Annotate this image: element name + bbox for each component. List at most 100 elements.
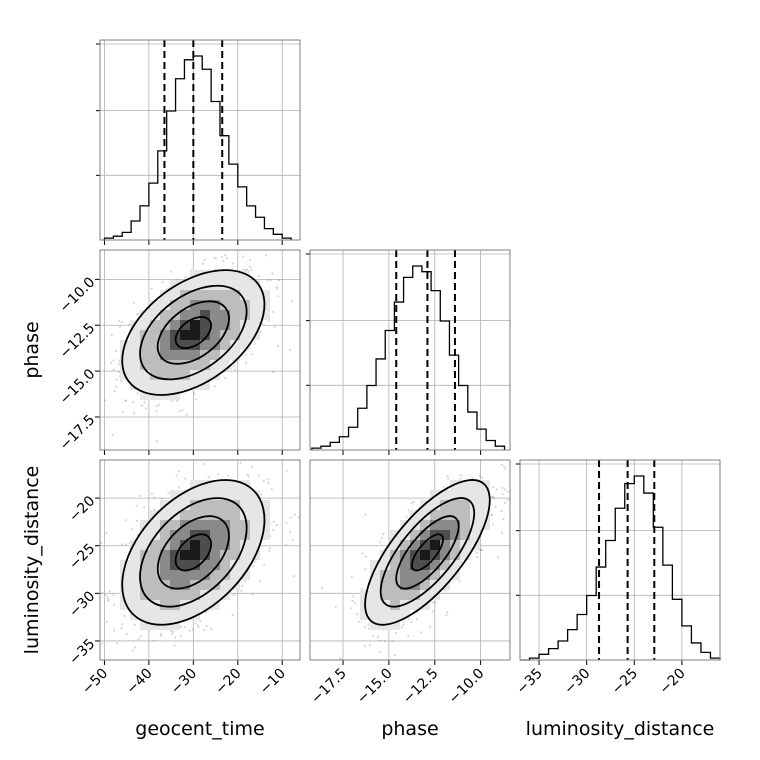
density-cell-1 bbox=[150, 360, 160, 370]
density-cell-1 bbox=[150, 370, 160, 380]
xtick-label: −25 bbox=[609, 666, 641, 698]
density-cell-2 bbox=[410, 570, 420, 580]
sample-point bbox=[266, 279, 269, 282]
axis-frame bbox=[309, 249, 511, 451]
sample-point bbox=[407, 509, 410, 512]
sample-point bbox=[471, 476, 474, 480]
sample-point bbox=[267, 478, 270, 481]
sample-point bbox=[289, 348, 292, 351]
density-cell-1 bbox=[220, 510, 230, 520]
sample-point bbox=[231, 613, 234, 617]
density-cell-0 bbox=[250, 320, 260, 330]
density-cell-2 bbox=[190, 570, 200, 580]
sample-point bbox=[480, 548, 483, 552]
sample-point bbox=[292, 575, 296, 578]
density-cell-3 bbox=[180, 560, 190, 570]
density-cell-2 bbox=[400, 570, 410, 580]
density-cell-3 bbox=[200, 310, 210, 320]
sample-point bbox=[132, 401, 135, 404]
sample-point bbox=[121, 410, 124, 414]
sample-point bbox=[410, 620, 413, 624]
sample-point bbox=[150, 492, 153, 495]
sample-point bbox=[134, 646, 137, 649]
density-cell-0 bbox=[390, 620, 400, 630]
density-cell-1 bbox=[400, 590, 410, 600]
ylabel-luminosity_distance: luminosity_distance bbox=[21, 466, 43, 655]
density-cell-0 bbox=[230, 570, 240, 580]
sample-point bbox=[357, 620, 361, 623]
density-cell-1 bbox=[450, 550, 460, 560]
contour-level-3 bbox=[121, 269, 266, 396]
density-cell-0 bbox=[130, 350, 140, 360]
xtick-label: −40 bbox=[124, 666, 156, 698]
sample-point bbox=[203, 258, 206, 262]
density-cell-0 bbox=[260, 310, 270, 320]
sample-point bbox=[246, 473, 249, 476]
density-cell-1 bbox=[230, 300, 240, 310]
sample-point bbox=[205, 625, 208, 628]
density-cell-0 bbox=[480, 510, 490, 520]
density-cell-0 bbox=[180, 500, 190, 510]
axis-frame bbox=[99, 39, 301, 241]
sample-point bbox=[383, 640, 386, 643]
density-cell-1 bbox=[150, 570, 160, 580]
density-cell-0 bbox=[380, 550, 390, 560]
density-cell-2 bbox=[210, 300, 220, 310]
density-cell-1 bbox=[220, 570, 230, 580]
density-cell-1 bbox=[150, 590, 160, 600]
density-cell-0 bbox=[170, 620, 180, 630]
sample-point bbox=[118, 325, 122, 328]
density-cell-1 bbox=[150, 580, 160, 590]
sample-point bbox=[234, 368, 237, 371]
density-cell-0 bbox=[230, 270, 240, 280]
density-cell-2 bbox=[200, 300, 210, 310]
density-cell-1 bbox=[180, 590, 190, 600]
sample-point bbox=[113, 390, 116, 393]
sample-point bbox=[276, 344, 280, 348]
density-cell-4 bbox=[190, 540, 200, 550]
sample-point bbox=[445, 613, 448, 616]
sample-point bbox=[251, 465, 254, 468]
density-cell-0 bbox=[250, 500, 260, 510]
density-cell-0 bbox=[440, 570, 450, 580]
density-cell-1 bbox=[190, 590, 200, 600]
sample-point bbox=[145, 407, 148, 410]
ytick-label: −20 bbox=[66, 493, 98, 525]
sample-point bbox=[224, 254, 227, 257]
density-cell-0 bbox=[460, 480, 470, 490]
panel-phase-hist bbox=[306, 249, 511, 455]
sample-point bbox=[124, 543, 127, 546]
density-cell-1 bbox=[440, 560, 450, 570]
sample-point bbox=[174, 636, 177, 639]
density-cell-0 bbox=[170, 610, 180, 620]
sample-point bbox=[161, 280, 164, 284]
contour-level-2 bbox=[379, 497, 476, 608]
density-cell-2 bbox=[170, 540, 180, 550]
density-cell-0 bbox=[120, 580, 130, 590]
sample-point bbox=[285, 469, 288, 472]
sample-point bbox=[506, 499, 509, 502]
sample-point bbox=[245, 362, 248, 365]
sample-point bbox=[354, 602, 357, 605]
density-cell-1 bbox=[460, 530, 470, 540]
contour-level-0 bbox=[410, 533, 444, 572]
sample-point bbox=[120, 321, 123, 324]
sample-point bbox=[207, 476, 210, 479]
sample-point bbox=[476, 555, 479, 559]
density-cell-0 bbox=[150, 610, 160, 620]
density-cell-0 bbox=[180, 610, 190, 620]
sample-point bbox=[107, 598, 110, 601]
density-cell-0 bbox=[240, 340, 250, 350]
density-cell-1 bbox=[440, 510, 450, 520]
sample-point bbox=[114, 385, 118, 388]
density-cell-1 bbox=[240, 520, 250, 530]
density-cell-2 bbox=[190, 310, 200, 320]
sample-point bbox=[497, 556, 500, 559]
sample-point bbox=[490, 514, 493, 517]
density-cell-0 bbox=[250, 490, 260, 500]
histogram-phase bbox=[311, 265, 506, 450]
density-cell-0 bbox=[480, 500, 490, 510]
sample-point bbox=[285, 522, 288, 525]
density-cell-0 bbox=[160, 300, 170, 310]
density-cell-1 bbox=[380, 590, 390, 600]
